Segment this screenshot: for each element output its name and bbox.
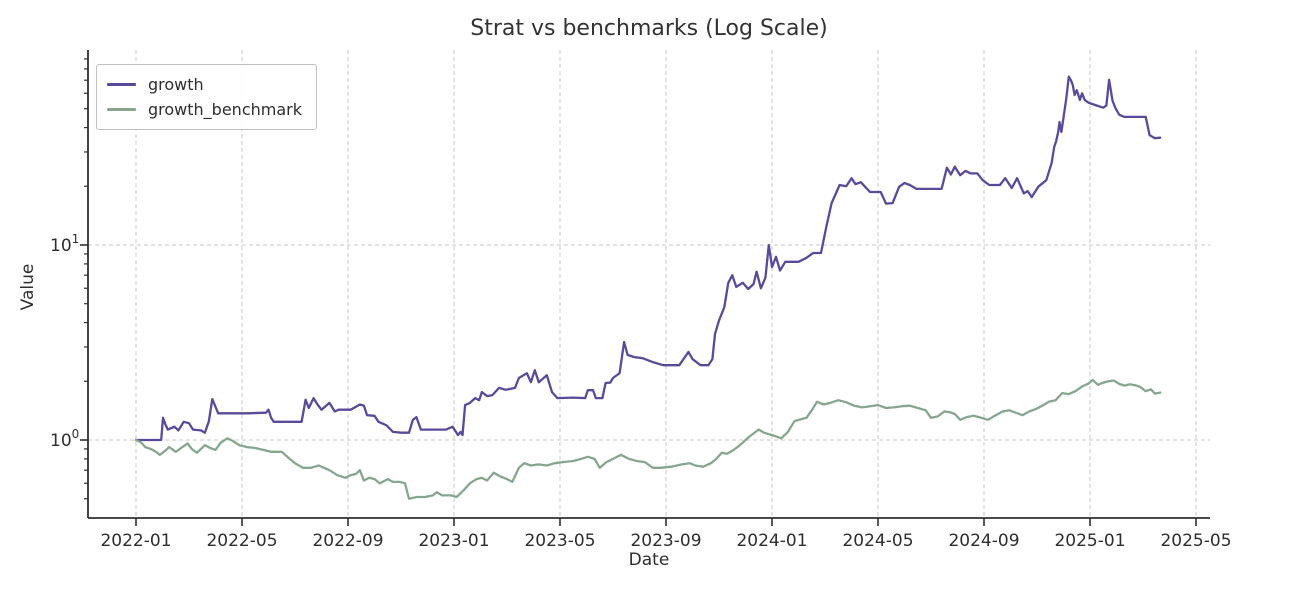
x-tick-label: 2024-01 [736,531,807,551]
x-tick-label: 2025-05 [1160,531,1231,551]
x-tick-label: 2025-01 [1054,531,1125,551]
x-tick-label: 2023-01 [418,531,489,551]
x-tick-label: 2023-09 [630,531,701,551]
growth-benchmark-line-swatch [107,108,136,111]
growth-line [134,75,1162,442]
legend-entry-growth: growth [107,72,302,97]
x-tick-label: 2023-05 [524,531,595,551]
x-tick-label: 2022-01 [100,531,171,551]
chart-title: Strat vs benchmarks (Log Scale) [470,16,828,41]
x-axis-label: Date [628,550,670,570]
x-tick-label: 2022-05 [206,531,277,551]
legend: growth growth_benchmark [96,64,317,130]
legend-entry-growth-benchmark: growth_benchmark [107,97,302,122]
y-axis-label: Value [18,263,38,311]
growth_benchmark-line [134,378,1162,500]
x-tick-label: 2024-05 [842,531,913,551]
legend-label-growth: growth [148,75,204,94]
y-tick-label: 101 [50,232,79,256]
growth-line-swatch [107,83,136,86]
x-tick-label: 2022-09 [312,531,383,551]
y-tick-label: 100 [50,427,79,451]
x-tick-label: 2024-09 [948,531,1019,551]
legend-label-growth-benchmark: growth_benchmark [148,100,302,119]
